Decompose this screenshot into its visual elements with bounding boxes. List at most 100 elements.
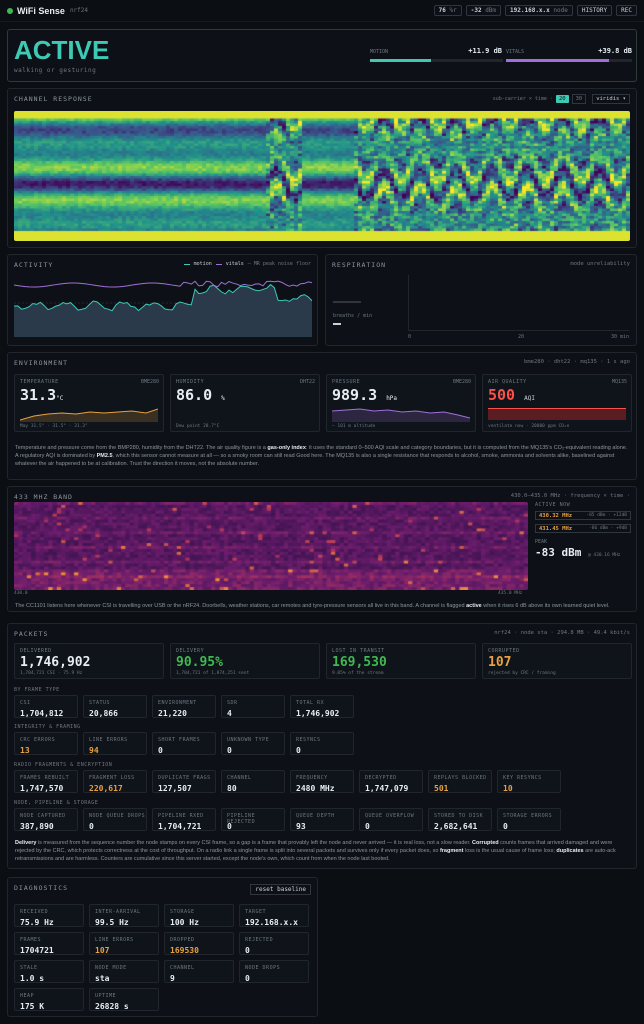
node-5: QUEUE OVERFLOW 0 [359, 808, 423, 831]
integrity-1: LINE ERRORS 94 [83, 732, 147, 755]
activity-substate: walking or gesturing [14, 67, 97, 74]
diag-13-value: 26828 s [95, 1002, 129, 1011]
activity-chart [14, 280, 312, 337]
app-title: WiFi Sense [17, 5, 65, 16]
motion-value: +11.9 dB [468, 47, 502, 55]
channel-response-panel: CHANNEL RESPONSE sub-carrier × time · 20… [7, 88, 637, 248]
frame-type-1-value: 20,866 [89, 709, 118, 718]
diag-2-label: STORAGE [170, 909, 195, 915]
node-0-value: 387,890 [20, 822, 54, 831]
diag-11-label: NODE DROPS [245, 965, 281, 971]
diag-7-label: REJECTED [245, 937, 274, 943]
node-4: QUEUE DEPTH 93 [290, 808, 354, 831]
radio-6: REPLAYS BLOCKED 501 [428, 770, 492, 793]
node-3-label: PIPELINE REJECTED [227, 813, 256, 825]
diag-6-value: 169530 [170, 946, 199, 955]
packets-top-0-label: DELIVERED [20, 648, 52, 654]
radio-7-value: 10 [503, 784, 513, 793]
packets-top-1-sub: 1,704,721 of 1,874,251 sent [176, 671, 250, 676]
node-1: NODE QUEUE DROPS 0 [83, 808, 147, 831]
air-quality-band [488, 408, 626, 420]
peak-value: -83 dBm @ 430.16 MHz [535, 546, 621, 559]
csi-heatmap [14, 111, 630, 241]
active-channel-2: 431.45 MHz -86 dBm · +9dB [535, 524, 631, 533]
diag-12-value: 175 K [20, 1002, 45, 1011]
node-6: STORED TO DISK 2,682,641 [428, 808, 492, 831]
diag-3-label: TARGET [245, 909, 267, 915]
radio-7-label: KEY RESYNCS [503, 775, 542, 781]
respiration-tick-30: 30 min [611, 334, 630, 340]
active-now-label: ACTIVE NOW [535, 502, 571, 508]
radio-4: FREQUENCY 2480 MHz [290, 770, 354, 793]
integrity-4: RESYNCS 0 [290, 732, 354, 755]
environment-panel: ENVIRONMENT bme280 · dht22 · mq135 · 1 s… [7, 352, 637, 480]
colormap-select[interactable]: viridis ▾ [592, 94, 630, 104]
humidity-card: HUMIDITY DHT22 86.0 % Dew point 28.7°C [170, 374, 320, 432]
node-0-label: NODE CAPTURED [20, 813, 66, 819]
vitals-value: +39.8 dB [598, 47, 632, 55]
node-7-label: STORAGE ERRORS [503, 813, 553, 819]
node-4-value: 93 [296, 822, 306, 831]
radio-5-value: 1,747,079 [365, 784, 409, 793]
window-30-button[interactable]: 30 [571, 94, 587, 104]
temperature-card: TEMPERATURE BME280 31.3°C May 31.5° · 31… [14, 374, 164, 432]
diag-9: NODE MODE sta [89, 960, 159, 983]
environment-sources: bme280 · dht22 · mq135 · 1 s ago [524, 359, 630, 365]
reset-baseline-button[interactable]: reset baseline [250, 884, 311, 895]
packets-top-0-value: 1,746,902 [20, 655, 91, 670]
respiration-panel: RESPIRATION mode unreliability breaths /… [325, 254, 637, 346]
frame-type-1-label: STATUS [89, 700, 111, 706]
status-dot-icon [7, 7, 13, 14]
diag-6: DROPPED 169530 [164, 932, 234, 955]
node-heading: NODE, PIPELINE & STORAGE [14, 800, 99, 806]
motion-label: MOTION [370, 49, 389, 55]
environment-note: Temperature and pressure come from the B… [15, 445, 628, 467]
peak-label: PEAK [535, 539, 548, 545]
node-2-value: 1,704,721 [158, 822, 202, 831]
frame-type-2-label: ENVIRONMENT [158, 700, 197, 706]
radio-5-label: DECRYPTED [365, 775, 397, 781]
motion-legend-swatch [183, 263, 190, 265]
integrity-3-label: UNKNOWN TYPE [227, 737, 270, 743]
packets-link-info: nrf24 · node sta · 294.8 MB · 49.4 kbit/… [494, 630, 630, 636]
packets-top-0: DELIVERED 1,746,902 1,704,721 CSI · 75.9 H… [14, 643, 164, 679]
pressure-sparkline [332, 408, 470, 422]
humidity-value: 86.0 % [176, 386, 225, 404]
respiration-bar-placeholder [333, 301, 361, 303]
frame-type-1: STATUS 20,866 [83, 695, 147, 718]
channel-title: CHANNEL RESPONSE [14, 95, 93, 103]
channel-controls: sub-carrier × time · 20 30 viridis ▾ [493, 94, 630, 104]
diag-1: INTER-ARRIVAL 99.5 Hz [89, 904, 159, 927]
integrity-0-label: CRC ERRORS [20, 737, 56, 743]
record-button[interactable]: REC [616, 5, 637, 16]
history-button[interactable]: HISTORY [576, 5, 613, 16]
temperature-value: 31.3°C [20, 386, 64, 404]
diag-1-value: 99.5 Hz [95, 918, 129, 927]
band-axis-right: 435.0 MHz [498, 591, 523, 596]
pressure-card: PRESSURE BME280 989.3 hPa — 101 m altitu… [326, 374, 476, 432]
air-quality-label: AIR QUALITY [488, 379, 527, 385]
respiration-title: RESPIRATION [332, 261, 387, 269]
by-type-heading: BY FRAME TYPE [14, 687, 60, 693]
window-20-button[interactable]: 20 [555, 95, 569, 103]
band-range: 430.0–435.0 MHz · frequency × time · [510, 493, 630, 499]
node-6-value: 2,682,641 [434, 822, 478, 831]
node-5-value: 0 [365, 822, 370, 831]
respiration-label: breaths / min [333, 313, 373, 319]
radio-3: CHANNEL 80 [221, 770, 285, 793]
diag-0: RECEIVED 75.9 Hz [14, 904, 84, 927]
packets-top-1-label: DELIVERY [176, 648, 205, 654]
radio-7: KEY RESYNCS 10 [497, 770, 561, 793]
pressure-source: BME280 [452, 379, 471, 385]
diag-7-value: 0 [245, 946, 250, 955]
rf-waterfall [14, 502, 528, 590]
diag-0-value: 75.9 Hz [20, 918, 54, 927]
activity-state: ACTIVE [14, 35, 110, 65]
pressure-value: 989.3 hPa [332, 386, 398, 404]
diag-2-value: 100 Hz [170, 918, 199, 927]
packets-title: PACKETS [14, 630, 49, 638]
motion-line [14, 283, 312, 312]
humidity-foot: Dew point 28.7°C [176, 424, 220, 429]
respiration-marker [333, 323, 341, 325]
packets-top-2-label: LOST IN TRANSIT [332, 648, 385, 654]
